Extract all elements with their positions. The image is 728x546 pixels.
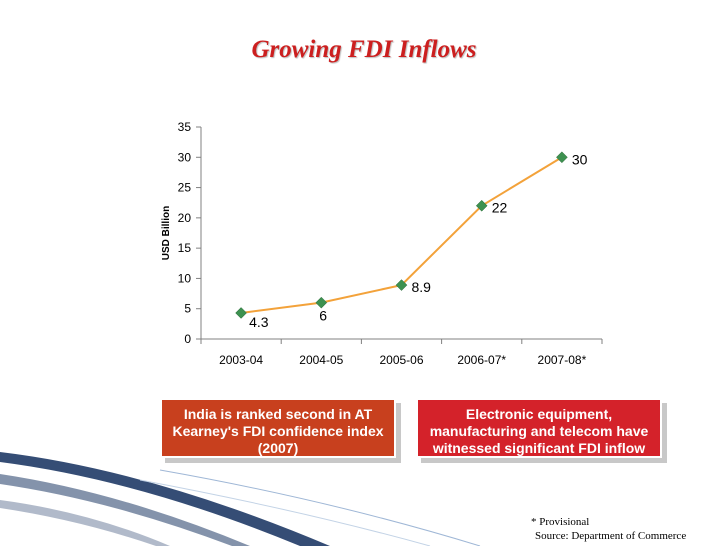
x-tick-label: 2004-05 — [299, 353, 343, 367]
swoosh-stroke — [159, 469, 481, 546]
swoosh-stroke — [0, 452, 330, 546]
source-note: Source: Department of Commerce — [535, 530, 687, 542]
y-tick-label: 10 — [178, 271, 192, 285]
data-label: 4.3 — [249, 314, 269, 330]
data-point-marker — [235, 307, 247, 319]
data-label: 30 — [572, 151, 588, 167]
data-point-marker — [475, 199, 488, 212]
ranking-callout: India is ranked second in AT Kearney's F… — [160, 398, 396, 458]
y-tick-label: 30 — [178, 150, 192, 164]
slide-title: Growing FDI Inflows — [251, 36, 477, 63]
data-point-marker — [315, 296, 328, 309]
data-point-marker — [556, 151, 568, 164]
y-tick-label: 20 — [178, 211, 192, 225]
y-tick-label: 25 — [178, 181, 192, 195]
provisional-note: * Provisional — [531, 516, 590, 528]
data-point-marker — [395, 279, 408, 291]
x-tick-label: 2007-08* — [538, 353, 587, 367]
y-axis-title: USD Billion — [161, 206, 172, 260]
swoosh-stroke — [0, 500, 170, 546]
y-tick-label: 35 — [178, 120, 192, 134]
x-tick-label: 2005-06 — [379, 353, 423, 367]
data-label: 22 — [492, 200, 508, 216]
y-tick-label: 5 — [184, 302, 191, 316]
sector-callout: Electronic equipment, manufacturing and … — [416, 398, 662, 458]
swoosh-stroke — [0, 474, 250, 546]
data-label: 6 — [319, 308, 327, 324]
swoosh-stroke — [139, 479, 431, 546]
y-tick-label: 0 — [184, 332, 191, 346]
x-tick-label: 2003-04 — [219, 353, 263, 367]
x-tick-label: 2006-07* — [457, 353, 506, 367]
y-tick-label: 15 — [178, 241, 192, 255]
data-label: 8.9 — [412, 279, 432, 295]
